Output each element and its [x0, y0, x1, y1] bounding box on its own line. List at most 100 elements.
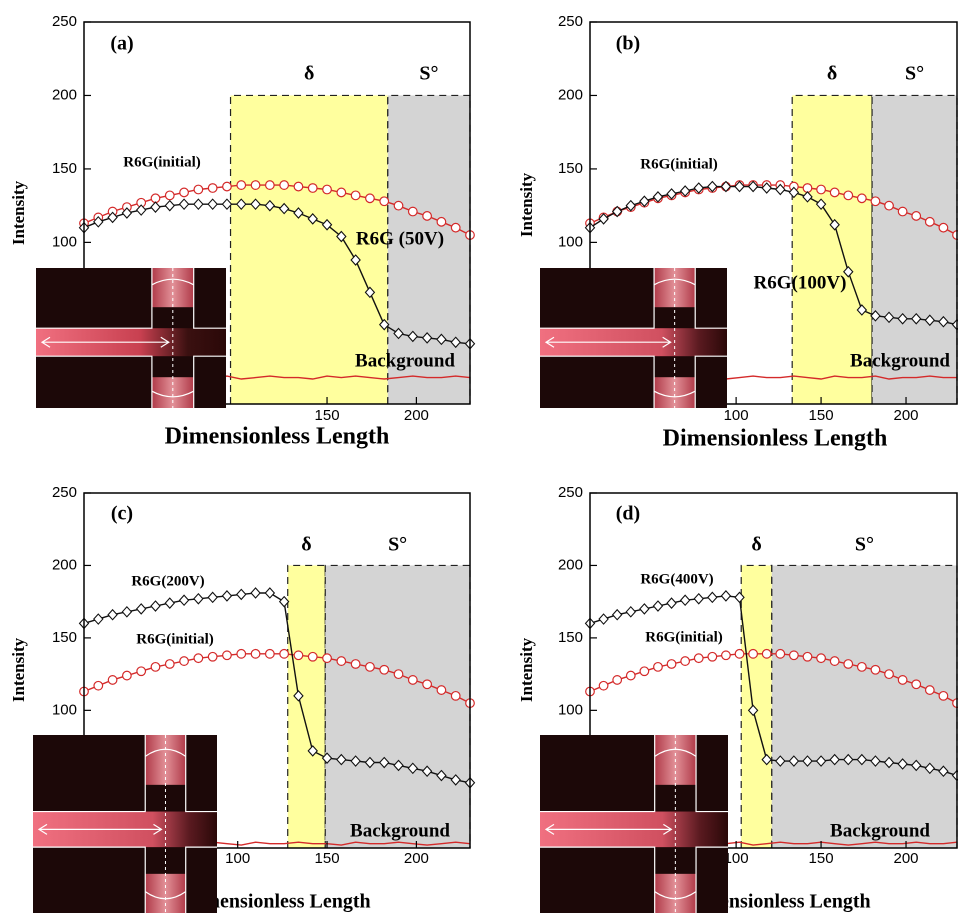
- x-tick-label: 200: [404, 850, 429, 867]
- y-tick-label: 200: [52, 86, 77, 103]
- inset: [36, 268, 226, 408]
- region: [741, 565, 772, 848]
- panel-label: (a): [110, 33, 133, 55]
- inset: [33, 735, 217, 913]
- figure: δS°R6G(initial)R6G (50V)Background100150…: [0, 0, 958, 913]
- x-tick-label: 150: [315, 407, 340, 424]
- data-point: [912, 212, 921, 221]
- data-point: [323, 654, 332, 663]
- data-point: [409, 207, 418, 216]
- data-point: [599, 681, 608, 690]
- region-label: S°: [419, 63, 438, 85]
- inset: [540, 268, 727, 408]
- data-point: [844, 660, 853, 669]
- region-label: S°: [905, 63, 924, 85]
- x-tick-label: 100: [724, 407, 749, 424]
- y-tick-label: 100: [52, 233, 77, 250]
- y-tick-label: 100: [52, 701, 77, 718]
- data-point: [694, 654, 703, 663]
- y-axis-label: Intensity: [9, 180, 28, 245]
- inset: [540, 735, 728, 913]
- data-point: [898, 207, 907, 216]
- data-point: [337, 188, 346, 197]
- data-point: [237, 650, 246, 659]
- data-point: [208, 652, 217, 661]
- data-point: [817, 185, 826, 194]
- data-point: [681, 657, 690, 666]
- data-point: [351, 191, 360, 200]
- region-label: δ: [751, 534, 761, 556]
- series-label: R6G(100V): [754, 272, 847, 293]
- y-tick-label: 150: [52, 629, 77, 646]
- data-point: [451, 223, 460, 232]
- data-point: [640, 667, 649, 676]
- series-label: R6G(initial): [640, 156, 718, 172]
- data-point: [251, 181, 260, 190]
- series-label: R6G(initial): [136, 631, 214, 647]
- x-tick-label: 200: [404, 407, 429, 424]
- data-point: [708, 652, 717, 661]
- series-label: Background: [850, 350, 950, 371]
- data-point: [437, 218, 446, 227]
- data-point: [939, 692, 948, 701]
- y-tick-label: 150: [558, 629, 583, 646]
- x-tick-label: 150: [809, 407, 834, 424]
- data-point: [108, 676, 117, 685]
- panel-label: (c): [111, 503, 133, 525]
- region-label: δ: [304, 63, 314, 85]
- y-tick-label: 250: [558, 484, 583, 501]
- y-axis-label: Intensity: [517, 172, 536, 237]
- data-point: [939, 223, 948, 232]
- region-label: S°: [855, 534, 874, 556]
- data-point: [912, 680, 921, 689]
- data-point: [323, 185, 332, 194]
- y-tick-label: 200: [558, 556, 583, 573]
- region: [772, 565, 957, 848]
- data-point: [94, 681, 103, 690]
- data-point: [654, 663, 663, 672]
- data-point: [208, 184, 217, 193]
- data-point: [380, 665, 389, 674]
- data-point: [223, 182, 232, 191]
- y-tick-label: 200: [558, 86, 583, 103]
- data-point: [926, 218, 935, 227]
- data-point: [280, 181, 289, 190]
- data-point: [749, 650, 758, 659]
- data-point: [165, 660, 174, 669]
- series-label: Background: [830, 820, 930, 841]
- series-label: R6G(initial): [123, 154, 201, 170]
- data-point: [394, 201, 403, 210]
- data-point: [871, 665, 880, 674]
- data-point: [337, 657, 346, 666]
- data-point: [858, 194, 867, 203]
- data-point: [817, 654, 826, 663]
- y-tick-label: 100: [558, 233, 583, 250]
- panel: δS°R6G(initial)R6G(400V)Background100150…: [517, 484, 958, 913]
- data-point: [237, 181, 246, 190]
- region: [288, 565, 326, 848]
- y-axis-label: Intensity: [517, 637, 536, 702]
- data-point: [380, 197, 389, 206]
- region-label: δ: [827, 63, 837, 85]
- data-point: [926, 686, 935, 695]
- panel-label: (d): [616, 503, 640, 525]
- data-point: [803, 652, 812, 661]
- region-label: S°: [388, 534, 407, 556]
- data-point: [194, 185, 203, 194]
- panel: δ S° R6G(initial) R6G(100V) Background 100 150…: [517, 13, 958, 452]
- panel: δS°R6G(initial)R6G(200V)Background100150…: [9, 484, 475, 913]
- data-point: [223, 651, 232, 660]
- data-point: [294, 651, 303, 660]
- data-point: [735, 650, 744, 659]
- series-label: Background: [355, 350, 455, 371]
- inset-channel: [152, 377, 194, 408]
- series-label: R6G(initial): [645, 629, 723, 645]
- data-point: [423, 680, 432, 689]
- data-point: [194, 654, 203, 663]
- y-tick-label: 100: [558, 701, 583, 718]
- data-point: [858, 663, 867, 672]
- data-point: [667, 660, 676, 669]
- data-point: [308, 652, 317, 661]
- y-tick-label: 150: [558, 160, 583, 177]
- data-point: [871, 197, 880, 206]
